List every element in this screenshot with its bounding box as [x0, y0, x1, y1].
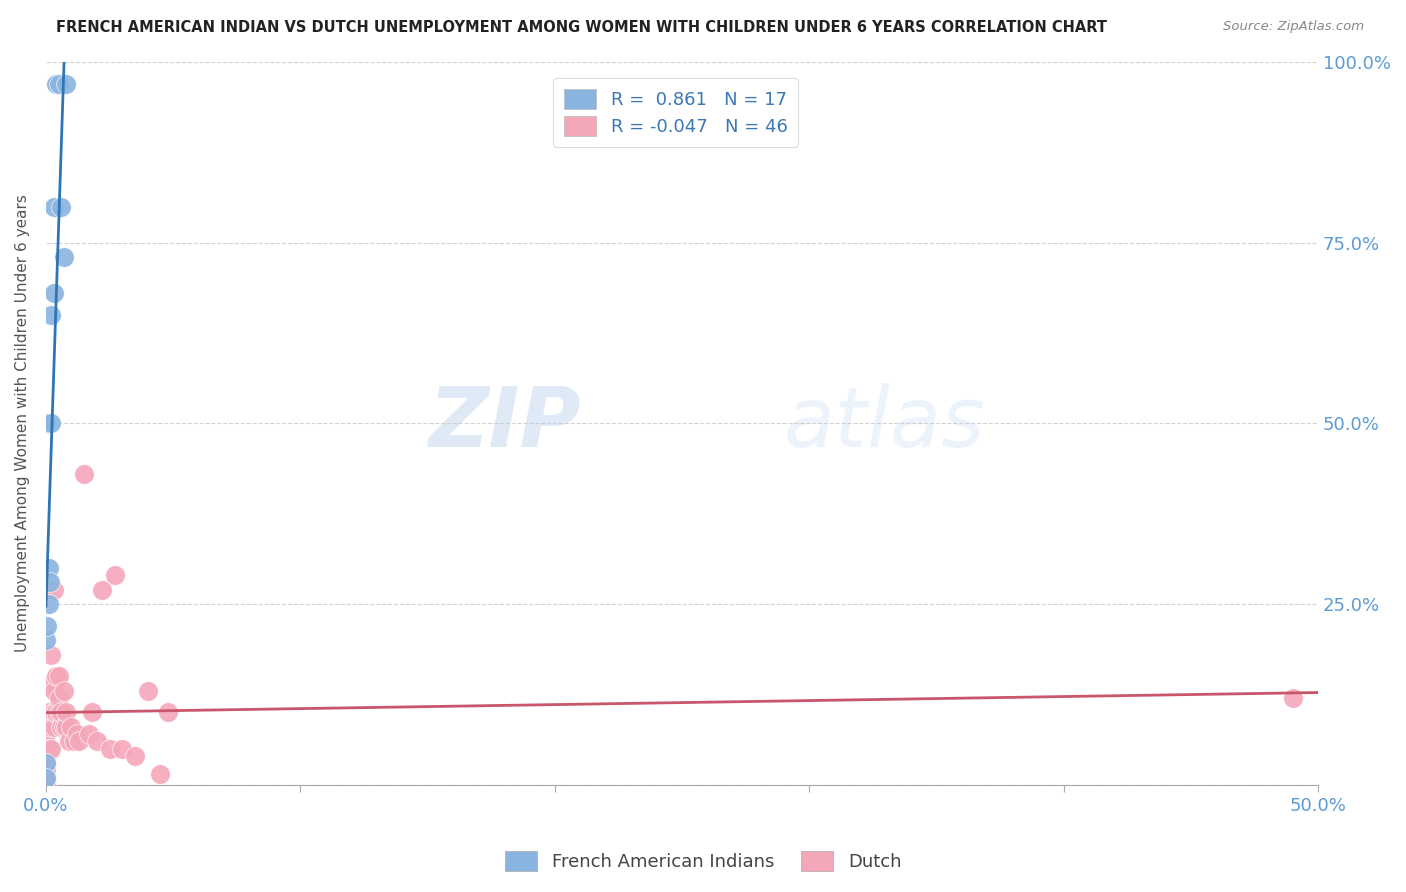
- Point: [35, 778, 58, 792]
- Point: [35, 633, 58, 648]
- Point: [48, 77, 70, 91]
- Point: [35, 748, 58, 763]
- Point: [86, 734, 108, 748]
- Point: [39, 741, 62, 756]
- Point: [42, 582, 65, 597]
- Point: [77, 727, 100, 741]
- Point: [42, 200, 65, 214]
- Point: [38, 706, 60, 720]
- Point: [65, 727, 87, 741]
- Point: [38, 676, 60, 690]
- Point: [136, 683, 159, 698]
- Point: [1281, 691, 1303, 706]
- Point: [45, 706, 67, 720]
- Point: [42, 720, 65, 734]
- Point: [111, 741, 134, 756]
- Point: [58, 734, 80, 748]
- Point: [104, 568, 127, 582]
- Point: [38, 741, 60, 756]
- Legend: R =  0.861   N = 17, R = -0.047   N = 46: R = 0.861 N = 17, R = -0.047 N = 46: [553, 78, 799, 147]
- Point: [35, 771, 58, 785]
- Point: [35, 771, 58, 785]
- Point: [149, 767, 172, 781]
- Point: [91, 582, 114, 597]
- Point: [73, 467, 96, 481]
- Point: [42, 286, 65, 301]
- Point: [39, 648, 62, 662]
- Point: [63, 734, 86, 748]
- Point: [52, 683, 75, 698]
- Point: [35, 756, 58, 770]
- Point: [52, 250, 75, 264]
- Legend: French American Indians, Dutch: French American Indians, Dutch: [498, 844, 908, 879]
- Point: [45, 669, 67, 683]
- Point: [124, 748, 146, 763]
- Point: [39, 417, 62, 431]
- Point: [38, 597, 60, 611]
- Point: [39, 308, 62, 322]
- Point: [37, 619, 59, 633]
- Point: [51, 200, 73, 214]
- Point: [51, 720, 73, 734]
- Point: [35, 756, 58, 770]
- Point: [39, 720, 62, 734]
- Point: [38, 575, 60, 590]
- Point: [51, 706, 73, 720]
- Point: [35, 727, 58, 741]
- Point: [48, 669, 70, 683]
- Point: [38, 561, 60, 575]
- Point: [48, 706, 70, 720]
- Point: [55, 77, 77, 91]
- Point: [55, 706, 77, 720]
- Point: [55, 720, 77, 734]
- Text: atlas: atlas: [783, 383, 986, 464]
- Point: [48, 691, 70, 706]
- Point: [35, 764, 58, 778]
- Text: Source: ZipAtlas.com: Source: ZipAtlas.com: [1223, 20, 1364, 33]
- Text: ZIP: ZIP: [427, 383, 581, 464]
- Point: [98, 741, 121, 756]
- Point: [42, 683, 65, 698]
- Point: [35, 741, 58, 756]
- Point: [67, 734, 90, 748]
- Point: [52, 720, 75, 734]
- Point: [42, 706, 65, 720]
- Point: [60, 720, 83, 734]
- Point: [35, 417, 58, 431]
- Point: [80, 706, 103, 720]
- Point: [157, 706, 180, 720]
- Point: [45, 77, 67, 91]
- Text: FRENCH AMERICAN INDIAN VS DUTCH UNEMPLOYMENT AMONG WOMEN WITH CHILDREN UNDER 6 Y: FRENCH AMERICAN INDIAN VS DUTCH UNEMPLOY…: [56, 20, 1108, 35]
- Y-axis label: Unemployment Among Women with Children Under 6 years: Unemployment Among Women with Children U…: [15, 194, 30, 652]
